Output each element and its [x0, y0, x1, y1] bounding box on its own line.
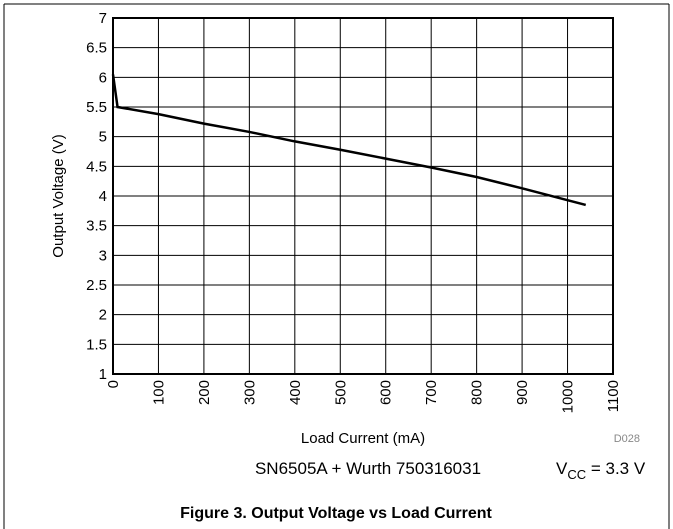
y-tick-label: 6.5: [86, 40, 107, 57]
x-axis-label: Load Current (mA): [301, 430, 425, 447]
x-tick-label: 100: [150, 380, 167, 405]
figure-id: D028: [614, 433, 640, 445]
data-line: [111, 74, 587, 207]
y-tick-label: 5.5: [86, 99, 107, 116]
y-tick-label: 5: [99, 129, 107, 146]
x-tick-label: 0: [105, 380, 122, 388]
y-tick-label: 7: [99, 10, 107, 27]
y-axis-label: Output Voltage (V): [50, 134, 67, 257]
plot-border: [112, 17, 614, 375]
x-tick-label: 900: [514, 380, 531, 405]
vcc-main: V: [556, 459, 568, 478]
y-tick-label: 3.5: [86, 218, 107, 235]
x-tick-label: 1100: [605, 380, 622, 412]
y-tick-label: 2: [99, 307, 107, 324]
vcc-rest: = 3.3 V: [586, 459, 646, 478]
y-tick-label: 6: [99, 69, 107, 86]
y-tick-label: 1.5: [86, 336, 107, 353]
annotation: SN6505A + Wurth 750316031: [255, 459, 481, 478]
chart-title: Figure 3. Output Voltage vs Load Current: [180, 505, 492, 522]
x-tick-label: 200: [196, 380, 213, 405]
x-tick-label: 500: [332, 380, 349, 405]
x-tick-label: 600: [378, 380, 395, 405]
x-tick-label: 1000: [560, 380, 577, 413]
x-tick-label: 400: [287, 380, 304, 405]
vcc-label: VCC = 3.3 V: [556, 459, 646, 482]
y-tick-label: 2.5: [86, 277, 107, 294]
y-tick-label: 1: [99, 366, 107, 383]
x-tick-label: 700: [423, 380, 440, 405]
y-tick-label: 4.5: [86, 158, 107, 175]
y-tick-label: 3: [99, 247, 107, 264]
x-tick-label: 300: [241, 380, 258, 405]
y-tick-label: 4: [99, 188, 107, 205]
vcc-sub: CC: [567, 467, 586, 482]
x-tick-label: 800: [469, 380, 486, 405]
